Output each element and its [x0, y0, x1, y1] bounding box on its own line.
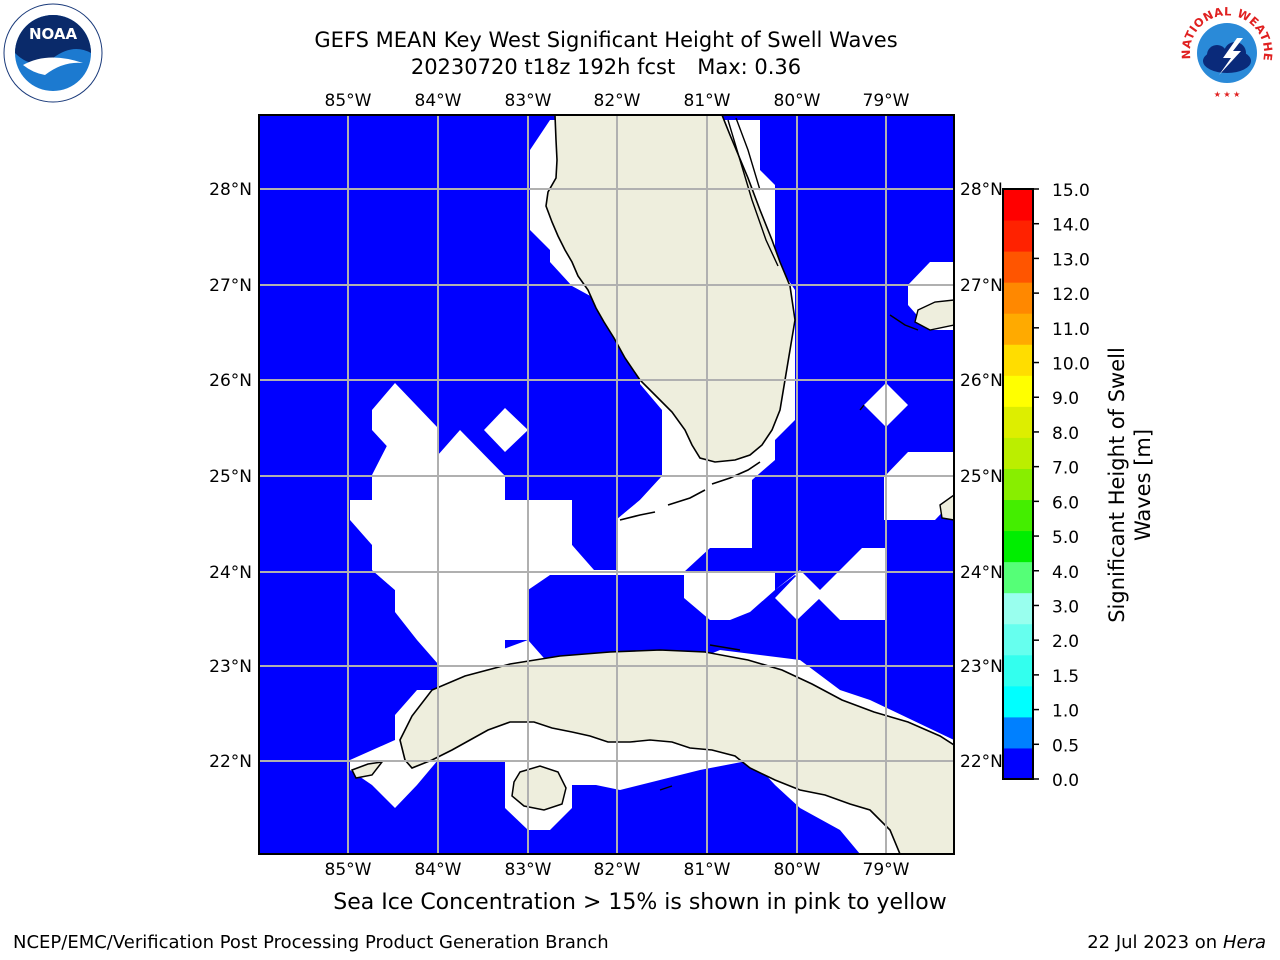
colorbar-swatch — [1003, 220, 1033, 252]
colorbar-tick-label: 0.5 — [1052, 736, 1079, 756]
isla-juventud-land — [511, 765, 567, 811]
colorbar-swatch — [1003, 530, 1033, 563]
lat-label-right: 28°N — [960, 180, 1003, 200]
lat-label-right: 22°N — [960, 752, 1003, 772]
footer-date: 22 Jul 2023 on Hera — [1087, 932, 1266, 953]
colorbar-swatch — [1003, 654, 1033, 687]
colorbar-swatch — [1003, 561, 1033, 594]
colorbar-tick-label: 8.0 — [1052, 424, 1079, 444]
max-label: Max: 0.36 — [697, 55, 802, 79]
footer-credit: NCEP/EMC/Verification Post Processing Pr… — [13, 932, 609, 953]
lat-label-right: 25°N — [960, 467, 1003, 487]
colorbar-swatch — [1003, 344, 1033, 376]
lon-label-top: 85°W — [325, 91, 372, 111]
colorbar-tick-label: 4.0 — [1052, 563, 1079, 583]
colorbar-swatch — [1003, 685, 1033, 718]
colorbar-tick-label: 5.0 — [1052, 528, 1079, 548]
colorbar-swatch — [1003, 189, 1033, 221]
colorbar-border — [1002, 188, 1034, 780]
colorbar-swatch — [1003, 716, 1033, 749]
bahamas-land — [914, 299, 954, 331]
colorbar: 0.0 0.5 1.0 1.5 2.0 3.0 4.0 5.0 6.0 7.0 8.0 9.0 10.0… — [1002, 181, 1090, 791]
footer-date-text: 22 Jul 2023 on — [1087, 932, 1223, 953]
colorbar-swatch — [1003, 592, 1033, 625]
colorbar-tick-label: 1.5 — [1052, 667, 1079, 687]
lon-label-top: 80°W — [774, 91, 821, 111]
map-border — [258, 114, 955, 855]
lat-label-left: 22°N — [209, 752, 252, 772]
graticule — [259, 115, 954, 854]
lon-label-bottom: 85°W — [325, 860, 372, 880]
colorbar-tick-label: 11.0 — [1052, 320, 1090, 340]
colorbar-swatch — [1003, 437, 1033, 469]
colorbar-swatch — [1003, 375, 1033, 407]
colorbar-tick-label: 14.0 — [1052, 216, 1090, 236]
lat-label-left: 25°N — [209, 467, 252, 487]
lat-label-left: 24°N — [209, 563, 252, 583]
sea-ice-note: Sea Ice Concentration > 15% is shown in … — [333, 890, 947, 915]
map-panel — [259, 115, 954, 854]
lon-label-bottom: 82°W — [594, 860, 641, 880]
lon-label-top: 81°W — [684, 91, 731, 111]
lon-label-bottom: 80°W — [774, 860, 821, 880]
lat-label-right: 26°N — [960, 371, 1003, 391]
lon-label-top: 84°W — [415, 91, 462, 111]
florida-land — [545, 115, 796, 463]
lon-label-top: 83°W — [505, 91, 552, 111]
colorbar-swatch — [1003, 406, 1033, 438]
title-line-2: 20230720 t18z 192h fcst Max: 0.36 — [160, 54, 1052, 80]
colorbar-swatch — [1003, 499, 1033, 532]
colorbar-tick-label: 2.0 — [1052, 632, 1079, 652]
lon-label-bottom: 83°W — [505, 860, 552, 880]
noaa-logo-text: NOAA — [29, 25, 78, 43]
lat-label-left: 23°N — [209, 657, 252, 677]
colorbar-tick-label: 15.0 — [1052, 181, 1090, 201]
footer-machine: Hera — [1222, 932, 1266, 953]
lon-label-bottom: 79°W — [863, 860, 910, 880]
noaa-logo: NOAA — [3, 3, 103, 103]
colorbar-tick-label: 13.0 — [1052, 250, 1090, 270]
lat-label-right: 24°N — [960, 563, 1003, 583]
colorbar-swatch — [1003, 251, 1033, 283]
lat-label-right: 27°N — [960, 276, 1003, 296]
colorbar-swatch — [1003, 623, 1033, 656]
lat-label-right: 23°N — [960, 657, 1003, 677]
colorbar-tick-label: 6.0 — [1052, 493, 1079, 513]
lat-label-left: 28°N — [209, 180, 252, 200]
cuba-land — [399, 649, 954, 854]
colorbar-tick-label: 9.0 — [1052, 389, 1079, 409]
colorbar-tick-label: 3.0 — [1052, 597, 1079, 617]
colorbar-label-1: Significant Height of Swell — [1105, 347, 1129, 623]
florida-keys — [619, 461, 761, 521]
lon-label-bottom: 84°W — [415, 860, 462, 880]
colorbar-tick-label: 0.0 — [1052, 771, 1079, 791]
nws-logo: NATIONAL WEATHER SERVICE ★ ★ ★ — [1177, 3, 1275, 101]
svg-text:★ ★ ★: ★ ★ ★ — [1214, 90, 1241, 99]
run-label: 20230720 t18z 192h fcst — [410, 55, 676, 79]
title-line-1: GEFS MEAN Key West Significant Height of… — [314, 28, 898, 52]
colorbar-tick-label: 7.0 — [1052, 459, 1079, 479]
lon-label-top: 82°W — [594, 91, 641, 111]
colorbar-tick-label: 10.0 — [1052, 355, 1090, 375]
colorbar-tick-label: 1.0 — [1052, 702, 1079, 722]
colorbar-swatch — [1003, 747, 1033, 780]
lat-label-left: 27°N — [209, 276, 252, 296]
colorbar-tick-label: 12.0 — [1052, 285, 1090, 305]
colorbar-swatch — [1003, 468, 1033, 501]
lat-label-left: 26°N — [209, 371, 252, 391]
lon-label-bottom: 81°W — [684, 860, 731, 880]
colorbar-swatch — [1003, 282, 1033, 314]
lon-label-top: 79°W — [863, 91, 910, 111]
colorbar-label-2: Waves [m] — [1131, 429, 1155, 541]
colorbar-swatch — [1003, 313, 1033, 345]
